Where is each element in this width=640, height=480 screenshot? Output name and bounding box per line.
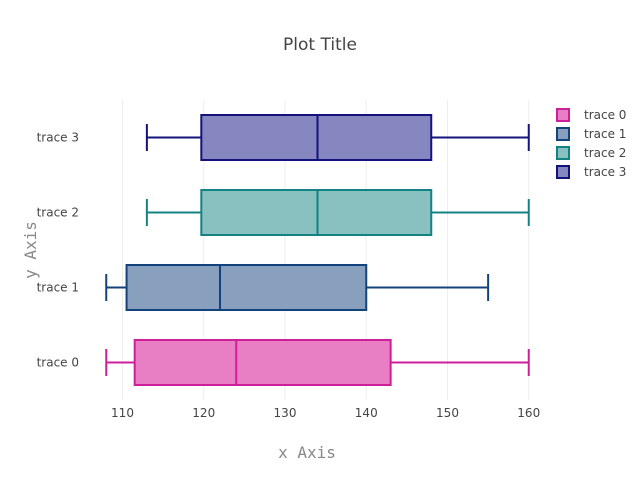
x-tick-label: 120 (192, 406, 215, 420)
y-tick-label: trace 3 (37, 131, 79, 145)
x-tick-label: 140 (355, 406, 378, 420)
x-tick-label: 130 (274, 406, 297, 420)
y-tick-label: trace 0 (37, 356, 79, 370)
legend-label: trace 0 (584, 108, 626, 122)
y-tick-label: trace 1 (37, 281, 79, 295)
iqr-box (125, 264, 368, 311)
box-trace-1[interactable] (105, 264, 490, 311)
iqr-box (200, 189, 433, 236)
legend-swatch (556, 146, 570, 160)
legend-label: trace 2 (584, 146, 626, 160)
legend-item-trace-1[interactable]: trace 1 (556, 127, 626, 141)
legend-swatch (556, 127, 570, 141)
legend-label: trace 3 (584, 165, 626, 179)
box-trace-0[interactable] (105, 339, 530, 386)
x-tick-labels: 110 120 130 140 150 160 (111, 406, 540, 420)
legend-label: trace 1 (584, 127, 626, 141)
x-tick-label: 110 (111, 406, 134, 420)
legend[interactable]: trace 0 trace 1 trace 2 trace 3 (556, 108, 626, 179)
y-axis-title: y Axis (21, 221, 40, 279)
x-axis-title: x Axis (278, 443, 336, 462)
x-tick-label: 150 (436, 406, 459, 420)
x-tick-label: 160 (517, 406, 540, 420)
iqr-box (200, 114, 433, 161)
box-trace-2[interactable] (145, 189, 530, 236)
box-trace-3[interactable] (145, 114, 530, 161)
legend-item-trace-0[interactable]: trace 0 (556, 108, 626, 122)
y-tick-labels: trace 0 trace 1 trace 2 trace 3 (37, 131, 79, 370)
iqr-box (133, 339, 392, 386)
legend-swatch (556, 165, 570, 179)
chart-title: Plot Title (283, 35, 357, 55)
legend-item-trace-2[interactable]: trace 2 (556, 146, 626, 160)
y-tick-label: trace 2 (37, 206, 79, 220)
box-series (105, 114, 530, 386)
legend-item-trace-3[interactable]: trace 3 (556, 165, 626, 179)
legend-swatch (556, 108, 570, 122)
